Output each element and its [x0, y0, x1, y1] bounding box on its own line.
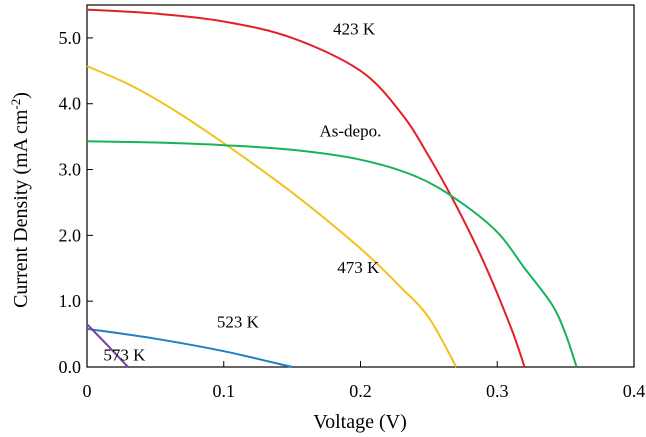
series-layer — [86, 8, 578, 368]
series-label-1: 473 K — [337, 258, 380, 277]
series-label-0: 423 K — [333, 20, 376, 39]
series-line-2 — [86, 140, 578, 368]
x-tick-label: 0 — [83, 381, 92, 401]
ticks-layer: 0.0 1.0 2.0 3.0 4.0 5.0 0 0.1 0.2 0.3 0.4 — [59, 28, 646, 401]
y-tick-label: 5.0 — [59, 28, 82, 48]
y-tick-label: 1.0 — [59, 291, 82, 311]
series-line-1 — [86, 65, 458, 368]
series-label-3: 523 K — [217, 313, 260, 332]
y-tick-label: 3.0 — [59, 160, 82, 180]
plot-frame — [86, 4, 635, 368]
series-line-0 — [86, 8, 526, 368]
x-tick-label: 0.1 — [213, 381, 236, 401]
x-tick-label: 0.3 — [486, 381, 509, 401]
y-tick-label: 2.0 — [59, 225, 82, 245]
plot-border — [86, 4, 635, 368]
x-axis-title: Voltage (V) — [313, 411, 407, 433]
y-axis-title-close: ) — [10, 92, 32, 99]
x-tick-label: 0.2 — [349, 381, 372, 401]
series-label-2: As-depo. — [319, 122, 381, 141]
series-line-3 — [86, 327, 293, 368]
series-line-4 — [86, 323, 129, 368]
labels-layer: 423 K 473 K As-depo. 523 K 573 K — [103, 20, 381, 365]
x-tick-label: 0.4 — [623, 381, 646, 401]
y-tick-label: 4.0 — [59, 94, 82, 114]
y-axis-title-main: Current Density (mA cm — [10, 109, 32, 308]
series-label-4: 573 K — [103, 345, 146, 364]
y-axis-title: Current Density (mA cm-2) — [8, 92, 33, 308]
y-axis-title-sup: -2 — [8, 99, 23, 110]
y-tick-label: 0.0 — [59, 357, 82, 377]
